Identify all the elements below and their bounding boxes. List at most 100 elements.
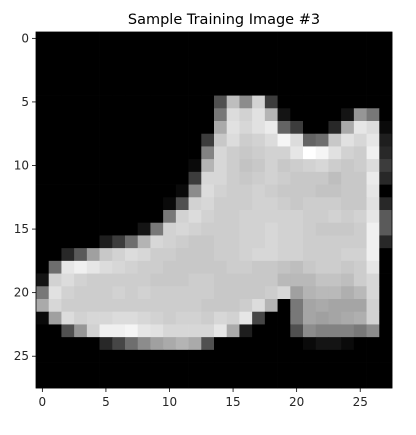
pixel-cell — [239, 222, 253, 236]
pixel-cell — [341, 286, 355, 300]
y-tick-label: 20 — [14, 286, 29, 300]
pixel-cell — [366, 375, 380, 389]
pixel-cell — [125, 222, 139, 236]
pixel-cell — [61, 337, 75, 351]
pixel-cell — [315, 32, 329, 46]
pixel-cell — [214, 375, 228, 389]
pixel-cell — [264, 184, 278, 198]
pixel-cell — [188, 235, 202, 249]
pixel-cell — [341, 324, 355, 338]
pixel-cell — [112, 197, 126, 211]
pixel-cell — [188, 159, 202, 173]
pixel-cell — [239, 44, 253, 58]
pixel-cell — [112, 324, 126, 338]
pixel-cell — [74, 286, 88, 300]
pixel-cell — [277, 159, 291, 173]
pixel-cell — [277, 171, 291, 185]
pixel-cell — [175, 44, 189, 58]
pixel-cell — [112, 184, 126, 198]
pixel-cell — [226, 44, 240, 58]
pixel-cell — [125, 121, 139, 135]
pixel-cell — [315, 286, 329, 300]
pixel-cell — [163, 362, 177, 376]
pixel-cell — [226, 235, 240, 249]
pixel-cell — [36, 324, 50, 338]
pixel-cell — [264, 121, 278, 135]
pixel-cell — [188, 82, 202, 96]
pixel-cell — [150, 108, 164, 122]
pixel-cell — [99, 82, 113, 96]
pixel-cell — [188, 57, 202, 71]
pixel-cell — [214, 311, 228, 325]
pixel-cell — [48, 121, 62, 135]
pixel-cell — [214, 57, 228, 71]
pixel-cell — [188, 273, 202, 287]
pixel-cell — [163, 108, 177, 122]
pixel-cell — [315, 210, 329, 224]
pixel-cell — [252, 57, 266, 71]
pixel-cell — [290, 57, 304, 71]
pixel-cell — [112, 70, 126, 84]
pixel-cell — [188, 337, 202, 351]
pixel-cell — [163, 82, 177, 96]
pixel-cell — [175, 235, 189, 249]
pixel-cell — [379, 324, 393, 338]
pixel-cell — [226, 95, 240, 109]
pixel-cell — [264, 197, 278, 211]
pixel-cell — [137, 171, 151, 185]
pixel-cell — [366, 70, 380, 84]
pixel-cell — [48, 133, 62, 147]
pixel-cell — [252, 337, 266, 351]
pixel-cell — [112, 108, 126, 122]
pixel-cell — [201, 248, 215, 262]
pixel-cell — [137, 197, 151, 211]
pixel-cell — [112, 57, 126, 71]
pixel-cell — [214, 248, 228, 262]
pixel-cell — [366, 273, 380, 287]
pixel-cell — [125, 57, 139, 71]
pixel-cell — [112, 260, 126, 274]
pixel-cell — [353, 95, 367, 109]
pixel-cell — [277, 324, 291, 338]
pixel-cell — [74, 121, 88, 135]
pixel-cell — [328, 299, 342, 313]
pixel-cell — [341, 146, 355, 160]
pixel-cell — [290, 133, 304, 147]
pixel-cell — [201, 108, 215, 122]
y-axis: 0 5 10 15 20 25 — [14, 31, 36, 363]
pixel-cell — [277, 197, 291, 211]
pixel-cell — [239, 70, 253, 84]
pixel-cell — [137, 108, 151, 122]
pixel-cell — [188, 70, 202, 84]
pixel-cell — [86, 95, 100, 109]
pixel-cell — [201, 82, 215, 96]
pixel-cell — [201, 95, 215, 109]
pixel-cell — [86, 197, 100, 211]
pixel-cell — [366, 95, 380, 109]
pixel-cell — [379, 286, 393, 300]
pixel-cell — [201, 44, 215, 58]
pixel-cell — [61, 121, 75, 135]
pixel-cell — [201, 235, 215, 249]
pixel-cell — [328, 222, 342, 236]
pixel-cell — [99, 108, 113, 122]
pixel-cell — [315, 311, 329, 325]
pixel-cell — [239, 32, 253, 46]
y-tick-label: 25 — [14, 349, 29, 363]
pixel-cell — [112, 222, 126, 236]
pixel-cell — [175, 159, 189, 173]
pixel-cell — [163, 299, 177, 313]
pixel-cell — [379, 32, 393, 46]
pixel-cell — [226, 375, 240, 389]
pixel-cell — [86, 184, 100, 198]
pixel-cell — [48, 32, 62, 46]
pixel-cell — [125, 235, 139, 249]
pixel-cell — [99, 171, 113, 185]
pixel-cell — [379, 44, 393, 58]
pixel-cell — [48, 260, 62, 274]
pixel-cell — [36, 375, 50, 389]
pixel-cell — [379, 146, 393, 160]
pixel-cell — [48, 337, 62, 351]
pixel-cell — [112, 235, 126, 249]
